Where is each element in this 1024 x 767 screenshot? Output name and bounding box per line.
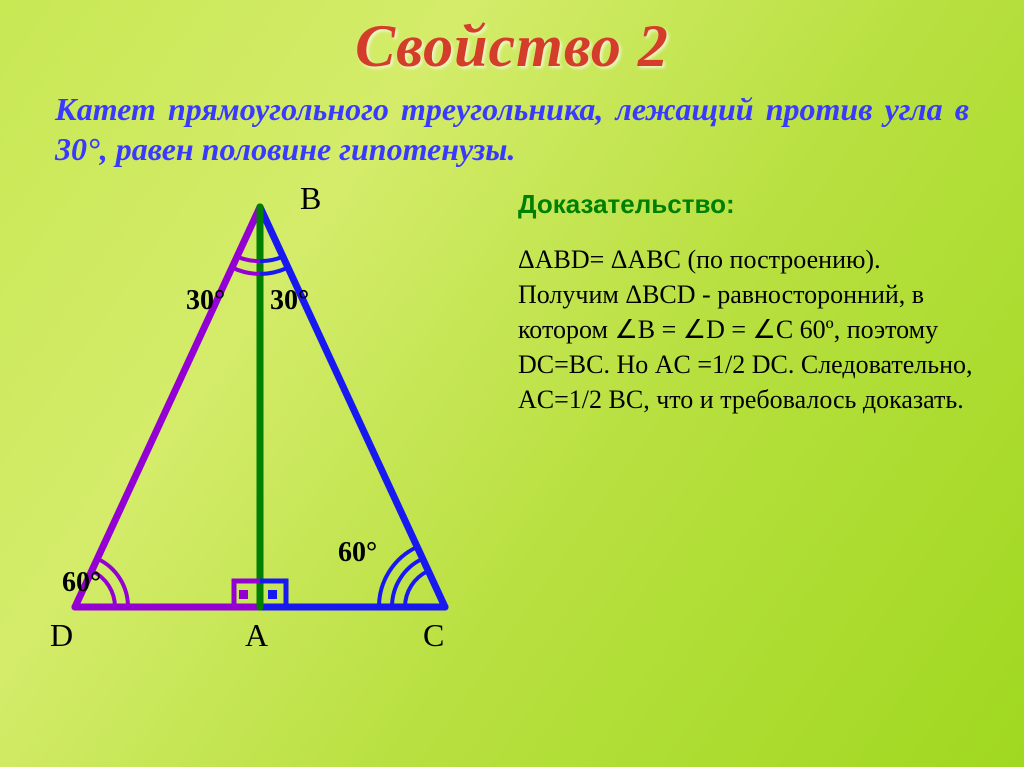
vertex-B: B xyxy=(300,180,321,217)
angle-60-right: 60° xyxy=(338,537,377,569)
angle-30-right: 30° xyxy=(270,285,309,317)
content-row: B A C D 30° 30° 60° 60° Доказательство: … xyxy=(0,177,1024,667)
vertex-D: D xyxy=(50,617,73,654)
angle-30-left: 30° xyxy=(186,285,225,317)
proof-heading: Доказательство: xyxy=(518,189,974,220)
vertex-C: C xyxy=(423,617,444,654)
diagram: B A C D 30° 30° 60° 60° xyxy=(20,177,500,667)
proof-body: ΔABD= ΔABC (по построению). Получим ΔBCD… xyxy=(518,242,974,417)
proof: Доказательство: ΔABD= ΔABC (по построени… xyxy=(500,177,1004,667)
angle-60-left: 60° xyxy=(62,567,101,599)
vertex-A: A xyxy=(245,617,268,654)
page-title: Свойство 2 xyxy=(0,0,1024,81)
theorem-text: Катет прямоугольного треугольника, лежащ… xyxy=(0,81,1024,169)
